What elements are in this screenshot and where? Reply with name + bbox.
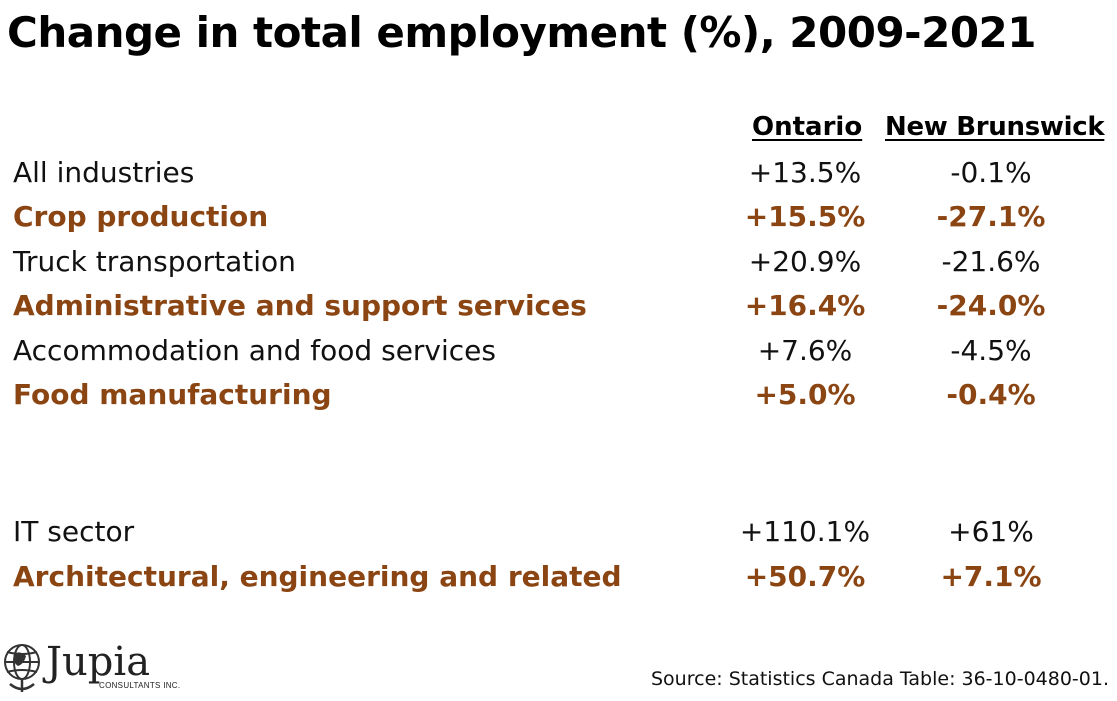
- table-row: Accommodation and food services +7.6% -4.5…: [0, 331, 1117, 371]
- new-brunswick-value: -27.1%: [936, 200, 1046, 233]
- table-row: Truck transportation +20.9% -21.6%: [0, 242, 1117, 282]
- ontario-value: +16.4%: [744, 289, 866, 322]
- table-row: Architectural, engineering and related +5…: [0, 557, 1117, 597]
- new-brunswick-value: -4.5%: [950, 334, 1032, 367]
- table-row: IT sector +110.1% +61%: [0, 512, 1117, 552]
- new-brunswick-value: -0.4%: [946, 378, 1036, 411]
- row-label: Truck transportation: [13, 245, 296, 278]
- new-brunswick-value: -24.0%: [936, 289, 1046, 322]
- table-row: Administrative and support services +16.4…: [0, 286, 1117, 326]
- new-brunswick-value: -21.6%: [941, 245, 1041, 278]
- table-row: Crop production +15.5% -27.1%: [0, 197, 1117, 237]
- new-brunswick-value: -0.1%: [950, 156, 1032, 189]
- source-note: Source: Statistics Canada Table: 36-10-0…: [651, 668, 1109, 690]
- ontario-value: +110.1%: [739, 515, 871, 548]
- ontario-value: +7.6%: [757, 334, 853, 367]
- logo-subtitle: CONSULTANTS INC.: [99, 681, 181, 690]
- row-label: Accommodation and food services: [13, 334, 496, 367]
- table-row: Food manufacturing +5.0% -0.4%: [0, 375, 1117, 415]
- chart-title: Change in total employment (%), 2009-202…: [7, 8, 1037, 57]
- ontario-value: +13.5%: [748, 156, 862, 189]
- ontario-value: +50.7%: [744, 560, 866, 593]
- row-label: Administrative and support services: [13, 289, 587, 322]
- row-label: Crop production: [13, 200, 269, 233]
- table-row: All industries +13.5% -0.1%: [0, 153, 1117, 193]
- row-label: Food manufacturing: [13, 378, 332, 411]
- ontario-value: +5.0%: [754, 378, 856, 411]
- column-header-ontario: Ontario: [752, 112, 863, 142]
- globe-logo-icon: [4, 644, 40, 692]
- row-label: All industries: [13, 156, 195, 189]
- ontario-value: +15.5%: [744, 200, 866, 233]
- new-brunswick-value: +7.1%: [940, 560, 1042, 593]
- ontario-value: +20.9%: [748, 245, 862, 278]
- column-header-new-brunswick: New Brunswick: [885, 112, 1105, 142]
- row-label: Architectural, engineering and related: [13, 560, 622, 593]
- logo-wordmark: Jupia: [46, 639, 151, 685]
- row-label: IT sector: [13, 515, 135, 548]
- new-brunswick-value: +61%: [948, 515, 1034, 548]
